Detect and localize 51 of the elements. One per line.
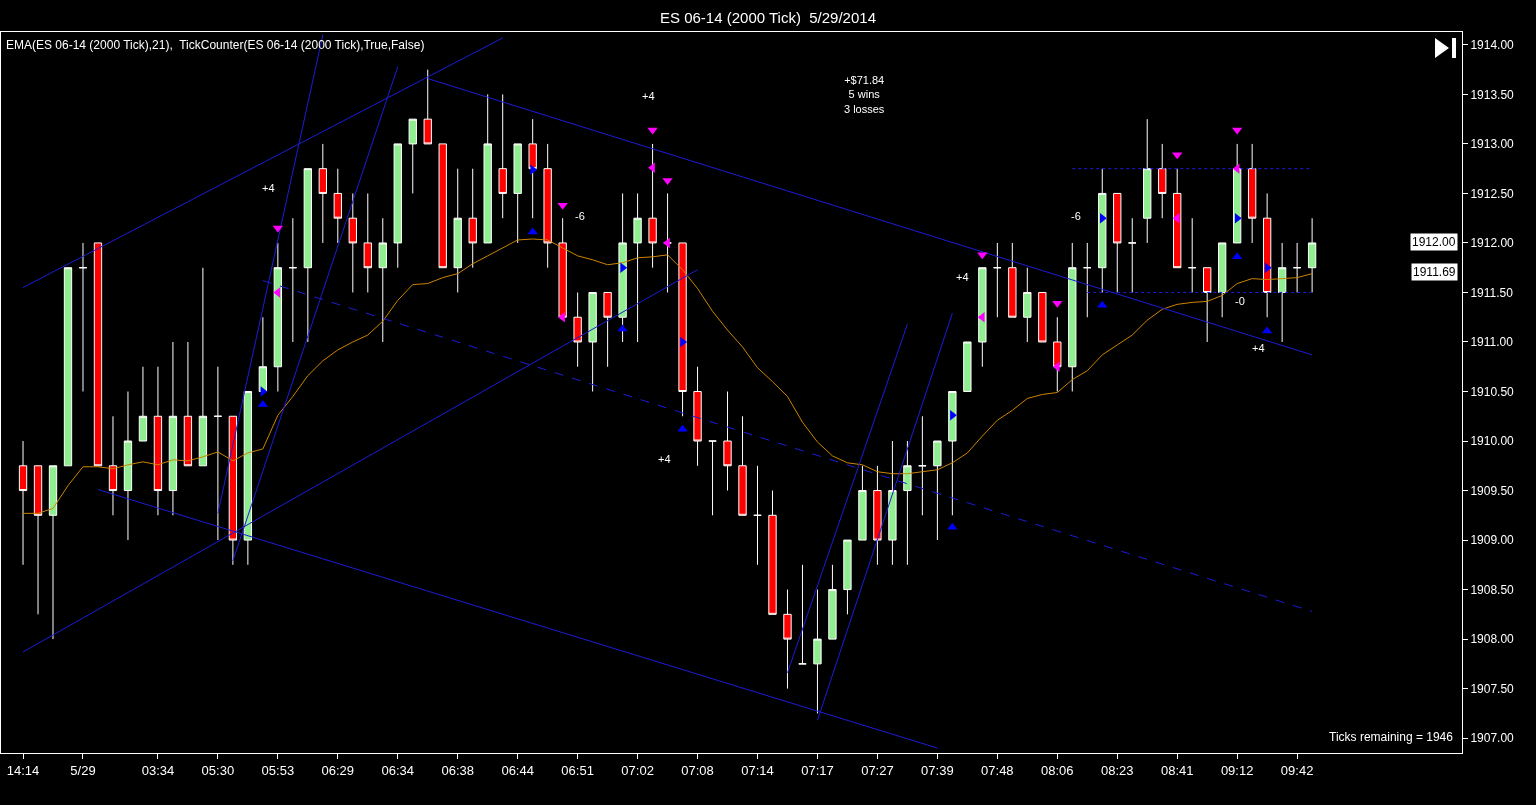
y-tick-label: 1908.00 bbox=[1470, 632, 1515, 647]
x-tick-label: 03:34 bbox=[141, 762, 175, 778]
annotation: +4 bbox=[642, 90, 655, 102]
y-tick-label: 1908.50 bbox=[1470, 582, 1515, 597]
annotation: +4 bbox=[1252, 342, 1265, 354]
x-tick-label: 08:23 bbox=[1100, 762, 1134, 778]
x-tick-label: 09:12 bbox=[1220, 762, 1254, 778]
x-tick-label: 14:14 bbox=[6, 762, 40, 778]
x-tick-label: 07:17 bbox=[801, 762, 834, 778]
y-tick-label: 1913.50 bbox=[1470, 87, 1515, 102]
x-tick-label: 06:38 bbox=[441, 762, 474, 778]
y-tick-label: 1909.50 bbox=[1470, 483, 1515, 498]
y-tick-label: 1910.50 bbox=[1470, 384, 1515, 399]
x-tick-label: 05:30 bbox=[201, 762, 235, 778]
x-tick-label: 05:53 bbox=[261, 762, 295, 778]
y-tick-label: 1907.50 bbox=[1470, 681, 1515, 696]
x-tick-label: 07:14 bbox=[741, 762, 774, 778]
x-tick-label: 07:48 bbox=[981, 762, 1014, 778]
y-tick-label: 1911.00 bbox=[1470, 335, 1514, 350]
annotation: +4 bbox=[262, 182, 275, 194]
y-tick-label: 1914.00 bbox=[1470, 38, 1515, 53]
annotation: +4 bbox=[956, 271, 969, 283]
x-tick-label: 5/29 bbox=[70, 762, 96, 778]
y-tick-label: 1911.50 bbox=[1470, 285, 1514, 300]
x-tick-label: 08:06 bbox=[1041, 762, 1074, 778]
x-tick-label: 06:29 bbox=[321, 762, 355, 778]
y-tick-label: 1913.00 bbox=[1470, 137, 1515, 152]
annotation: -0 bbox=[1235, 295, 1245, 307]
text: 1911.69 bbox=[1413, 265, 1456, 279]
x-tick-label: 08:41 bbox=[1160, 762, 1194, 778]
y-tick-label: 1910.00 bbox=[1470, 434, 1515, 449]
y-tick-label: 1912.00 bbox=[1470, 236, 1515, 251]
x-tick-label: 09:42 bbox=[1280, 762, 1314, 778]
chart-title: ES 06-14 (2000 Tick) 5/29/2014 bbox=[660, 8, 876, 26]
x-tick-label: 07:02 bbox=[621, 762, 654, 778]
annotation: +$71.84 5 wins 3 losses bbox=[844, 74, 885, 115]
y-tick-label: 1907.00 bbox=[1470, 731, 1515, 746]
annotation: EMA(ES 06-14 (2000 Tick),21), TickCounter(ES 06-14 (2000 Tick),True,False) bbox=[6, 38, 425, 52]
annotation: -6 bbox=[575, 210, 585, 222]
annotation: +4 bbox=[658, 453, 671, 465]
x-tick-label: 07:08 bbox=[681, 762, 714, 778]
y-tick-label: 1909.00 bbox=[1470, 533, 1515, 548]
text: Ticks remaining = 1946 bbox=[1329, 730, 1454, 744]
x-tick-label: 07:27 bbox=[861, 762, 894, 778]
x-tick-label: 06:44 bbox=[501, 762, 534, 778]
text: 1912.00 bbox=[1412, 235, 1456, 249]
x-tick-label: 06:34 bbox=[381, 762, 415, 778]
y-tick-label: 1912.50 bbox=[1470, 186, 1515, 201]
x-tick-label: 06:51 bbox=[561, 762, 594, 778]
annotation: -6 bbox=[1071, 210, 1081, 222]
x-tick-label: 07:39 bbox=[921, 762, 954, 778]
